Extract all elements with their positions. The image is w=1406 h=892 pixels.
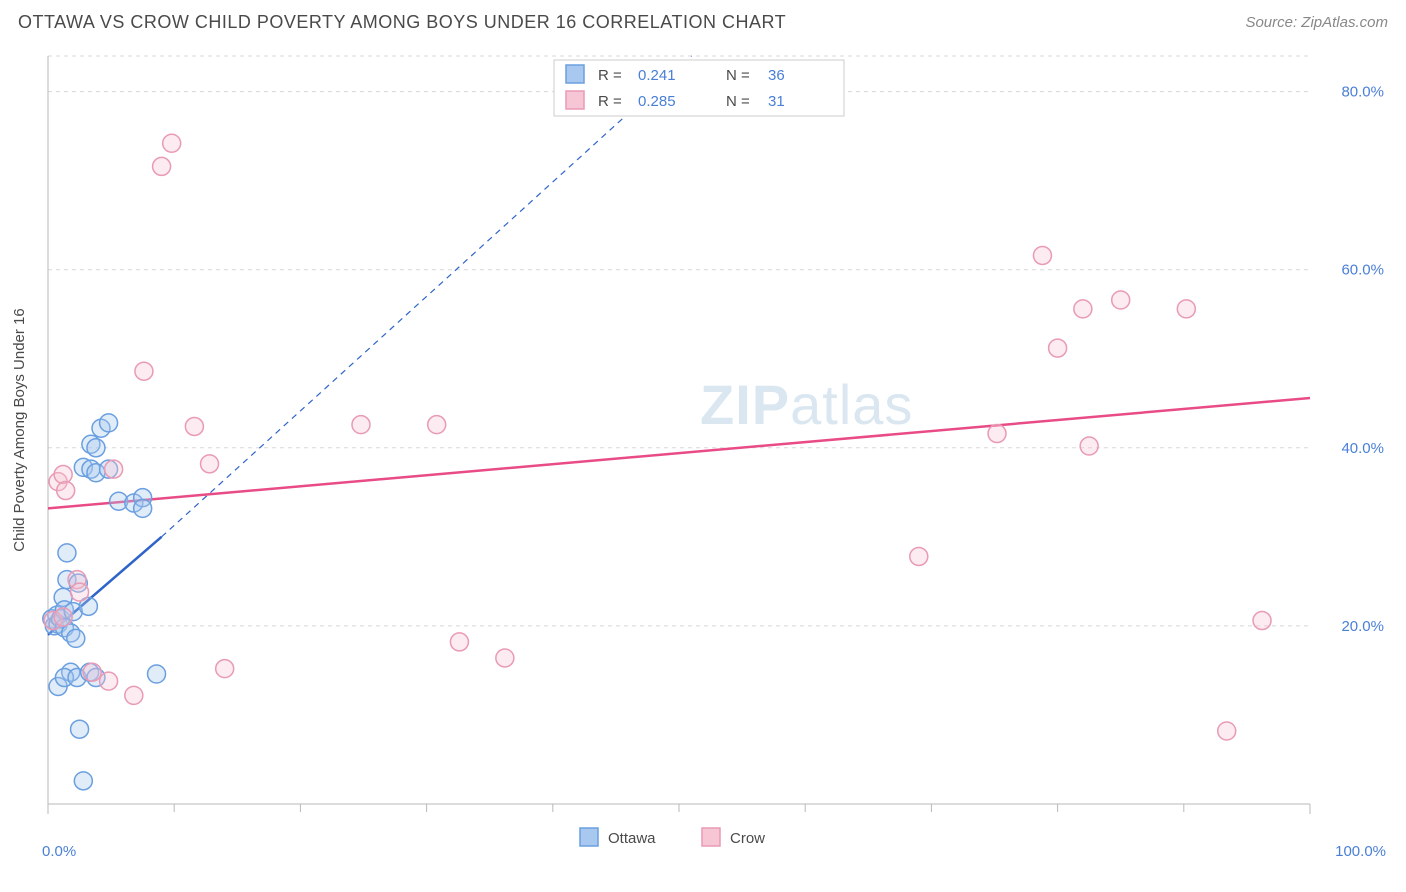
svg-text:N =: N = (726, 67, 750, 84)
svg-text:R =: R = (598, 93, 622, 110)
svg-text:20.0%: 20.0% (1341, 618, 1384, 635)
svg-text:R =: R = (598, 67, 622, 84)
svg-text:31: 31 (768, 93, 785, 110)
svg-text:40.0%: 40.0% (1341, 440, 1384, 457)
svg-text:0.0%: 0.0% (42, 843, 76, 860)
correlation-scatter-chart: ZIPatlas 0.0% 100.0% 20.0% 40.0% 60.0% 80.0% Ch… (0, 44, 1406, 892)
svg-text:Ottawa: Ottawa (608, 830, 656, 847)
svg-text:Child Poverty Among Boys Under: Child Poverty Among Boys Under 16 (11, 308, 28, 551)
svg-text:0.241: 0.241 (638, 67, 676, 84)
header-row: OTTAWA VS CROW CHILD POVERTY AMONG BOYS … (0, 0, 1406, 33)
chart-title: OTTAWA VS CROW CHILD POVERTY AMONG BOYS … (18, 12, 786, 33)
svg-text:ZIPatlas: ZIPatlas (700, 373, 913, 436)
svg-text:36: 36 (768, 67, 785, 84)
svg-text:80.0%: 80.0% (1341, 84, 1384, 101)
svg-text:0.285: 0.285 (638, 93, 676, 110)
svg-text:60.0%: 60.0% (1341, 262, 1384, 279)
source-attribution: Source: ZipAtlas.com (1245, 14, 1388, 31)
chart-container: ZIPatlas 0.0% 100.0% 20.0% 40.0% 60.0% 80.0% Ch… (0, 44, 1406, 892)
svg-text:N =: N = (726, 93, 750, 110)
svg-text:100.0%: 100.0% (1335, 843, 1386, 860)
svg-text:Crow: Crow (730, 830, 765, 847)
